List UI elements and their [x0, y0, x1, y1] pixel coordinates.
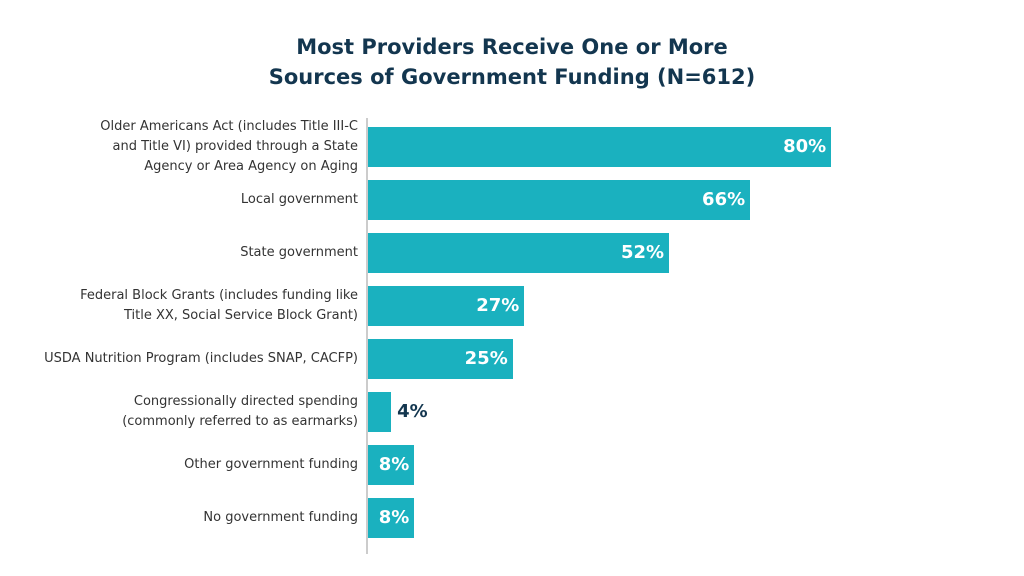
value-label: 8%	[378, 454, 410, 475]
category-label: Federal Block Grants (includes funding l…	[80, 288, 358, 323]
category-label: Congressionally directed spending (commo…	[122, 394, 358, 429]
bar	[368, 233, 670, 273]
value-label: 27%	[476, 295, 520, 316]
category-label: No government funding	[203, 510, 358, 525]
value-label: 66%	[702, 189, 746, 210]
value-label: 4%	[397, 401, 428, 422]
bar	[368, 286, 525, 326]
value-label: 80%	[783, 136, 827, 157]
value-label: 52%	[621, 242, 665, 263]
value-label: 8%	[378, 507, 410, 528]
bar	[368, 180, 751, 220]
value-label: 25%	[464, 348, 508, 369]
axis-line	[366, 118, 368, 554]
chart-title: Most Providers Receive One or More Sourc…	[268, 35, 756, 89]
bar	[368, 392, 392, 432]
category-label: Older Americans Act (includes Title III-…	[100, 119, 358, 174]
category-label: Local government	[240, 192, 358, 207]
category-label: USDA Nutrition Program (includes SNAP, C…	[44, 351, 358, 366]
bar	[368, 339, 513, 379]
bar	[368, 127, 832, 167]
category-label: State government	[240, 245, 358, 260]
bar	[368, 498, 415, 538]
category-label: Other government funding	[184, 457, 358, 472]
bar	[368, 445, 415, 485]
